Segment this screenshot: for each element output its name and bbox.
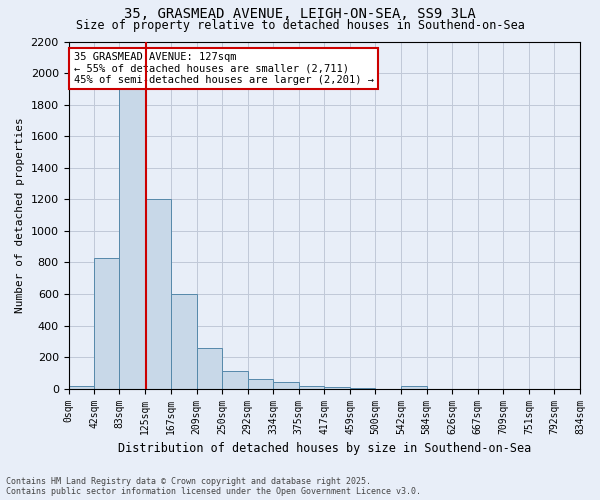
Bar bbox=[222, 372, 248, 388]
Bar bbox=[197, 348, 222, 389]
X-axis label: Distribution of detached houses by size in Southend-on-Sea: Distribution of detached houses by size … bbox=[118, 442, 531, 455]
Text: 35 GRASMEAD AVENUE: 127sqm
← 55% of detached houses are smaller (2,711)
45% of s: 35 GRASMEAD AVENUE: 127sqm ← 55% of deta… bbox=[74, 52, 374, 85]
Bar bbox=[145, 200, 171, 388]
Text: Contains HM Land Registry data © Crown copyright and database right 2025.
Contai: Contains HM Land Registry data © Crown c… bbox=[6, 476, 421, 496]
Bar bbox=[248, 379, 274, 388]
Bar bbox=[274, 382, 299, 388]
Y-axis label: Number of detached properties: Number of detached properties bbox=[15, 117, 25, 313]
Text: Size of property relative to detached houses in Southend-on-Sea: Size of property relative to detached ho… bbox=[76, 19, 524, 32]
Bar bbox=[401, 386, 427, 388]
Bar bbox=[299, 386, 324, 388]
Bar bbox=[171, 294, 197, 388]
Bar bbox=[324, 387, 350, 388]
Bar bbox=[119, 89, 145, 388]
Bar bbox=[94, 258, 119, 388]
Text: 35, GRASMEAD AVENUE, LEIGH-ON-SEA, SS9 3LA: 35, GRASMEAD AVENUE, LEIGH-ON-SEA, SS9 3… bbox=[124, 8, 476, 22]
Bar bbox=[68, 386, 94, 388]
